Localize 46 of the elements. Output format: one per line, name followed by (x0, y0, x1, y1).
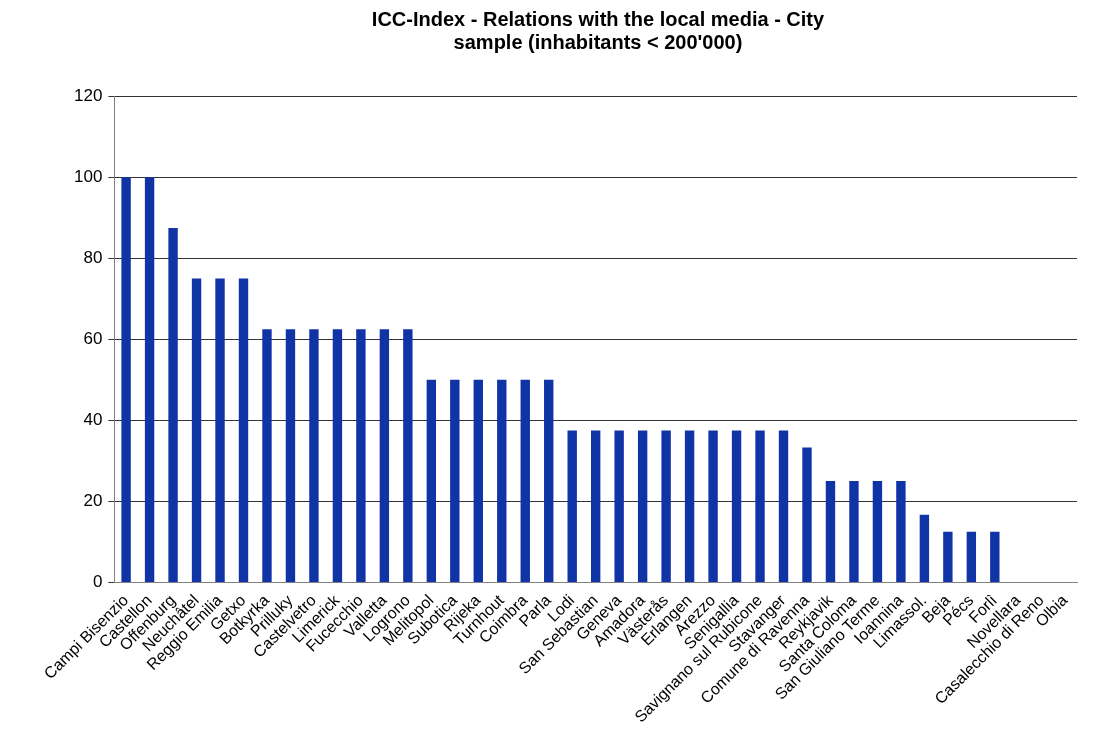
bar (144, 177, 155, 582)
bar (403, 329, 413, 582)
bar (614, 430, 624, 582)
bar (872, 481, 883, 582)
bar (262, 329, 272, 582)
y-tick-label: 60 (83, 328, 103, 348)
y-tick-label: 20 (83, 491, 103, 511)
bar (637, 430, 648, 582)
bar (966, 531, 977, 582)
bar (731, 430, 742, 582)
bar (990, 531, 1000, 582)
bar (590, 430, 601, 582)
bar (238, 278, 249, 582)
y-tick-label: 0 (92, 572, 103, 592)
y-tick-label: 120 (73, 85, 103, 105)
bar (778, 430, 789, 582)
y-tick-label: 80 (83, 247, 103, 267)
bar (285, 329, 296, 582)
bar (121, 177, 131, 582)
bar (661, 430, 671, 582)
bar (473, 379, 483, 582)
bar (520, 379, 530, 582)
bar (544, 379, 554, 582)
bar (896, 481, 906, 582)
bar (332, 329, 343, 582)
bar (919, 514, 930, 582)
y-tick-label: 40 (83, 410, 103, 430)
bar (567, 430, 577, 582)
bar (755, 430, 765, 582)
bar (215, 278, 225, 582)
bar (684, 430, 695, 582)
bar (379, 329, 390, 582)
chart-title: ICC-Index - Relations with the local media - City sample (inhabitants < 200'000) (370, 8, 826, 55)
bar (849, 481, 859, 582)
y-tick-label: 100 (73, 166, 103, 186)
bar (943, 531, 953, 582)
bar (191, 278, 202, 582)
bar (309, 329, 319, 582)
bar (802, 447, 812, 582)
bar (450, 379, 460, 582)
bar (426, 379, 437, 582)
bar (825, 481, 836, 582)
bar (168, 227, 178, 582)
bar (708, 430, 718, 582)
bar (356, 329, 366, 582)
bar (497, 379, 507, 582)
